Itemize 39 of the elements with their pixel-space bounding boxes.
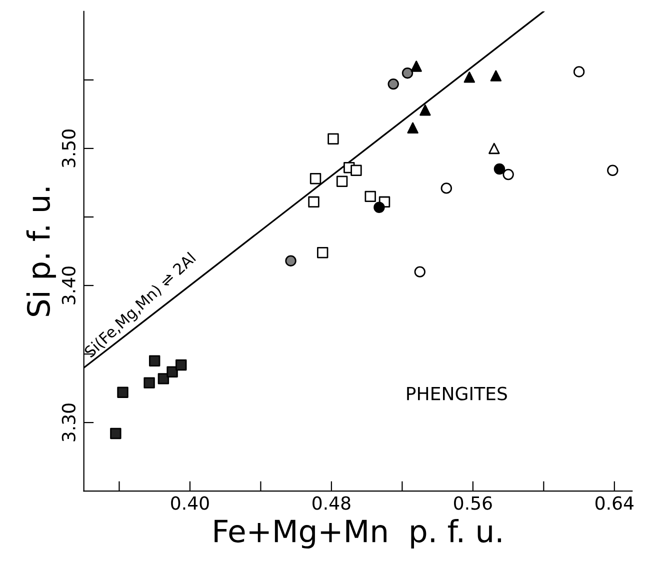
point bbox=[158, 373, 170, 384]
x-axis-title: Fe+Mg+Mn p. f. u. bbox=[214, 518, 502, 549]
point bbox=[364, 190, 376, 202]
point bbox=[308, 196, 320, 208]
point bbox=[117, 386, 128, 398]
y-axis-title: Si p. f. u. bbox=[26, 188, 56, 316]
point bbox=[420, 104, 431, 116]
point bbox=[317, 247, 328, 258]
x-tick-label: 0.56 bbox=[454, 496, 492, 510]
point bbox=[110, 428, 122, 440]
x-tick-label: 0.48 bbox=[312, 496, 350, 510]
point bbox=[328, 133, 339, 144]
point bbox=[490, 70, 502, 82]
point bbox=[402, 67, 414, 79]
point bbox=[440, 182, 452, 194]
point bbox=[502, 168, 514, 180]
point bbox=[494, 163, 506, 175]
y-tick-label: 3.30 bbox=[62, 404, 76, 442]
x-tick-label: 0.40 bbox=[171, 496, 209, 510]
point bbox=[350, 164, 362, 176]
point bbox=[336, 176, 348, 187]
annotation: PHENGITES bbox=[407, 386, 507, 400]
point bbox=[407, 122, 418, 134]
point bbox=[166, 366, 178, 378]
point bbox=[285, 255, 296, 266]
point bbox=[388, 78, 399, 90]
point bbox=[144, 377, 155, 388]
point bbox=[414, 266, 426, 278]
point bbox=[488, 142, 500, 154]
point bbox=[464, 72, 475, 83]
point bbox=[374, 202, 385, 213]
y-tick-label: 3.50 bbox=[62, 130, 76, 168]
point bbox=[410, 60, 422, 72]
point bbox=[176, 359, 187, 371]
point bbox=[310, 173, 322, 184]
point bbox=[607, 164, 618, 176]
x-tick-label: 0.64 bbox=[596, 496, 634, 510]
y-tick-label: 3.40 bbox=[62, 266, 76, 304]
point bbox=[573, 66, 585, 78]
